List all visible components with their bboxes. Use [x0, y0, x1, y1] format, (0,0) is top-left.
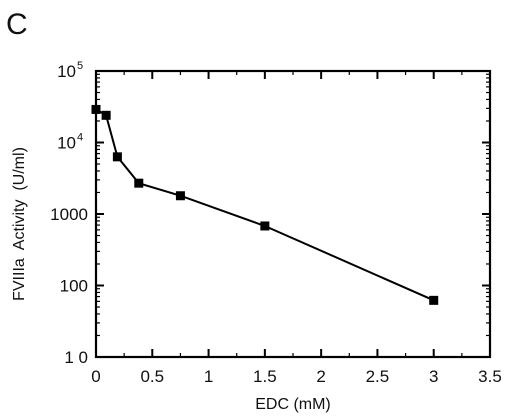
y-tick-label: 1000	[50, 205, 88, 224]
x-axis-label: EDC (mM)	[255, 396, 331, 413]
y-tick-exponent: 4	[77, 132, 83, 144]
x-tick-label: 0	[91, 367, 100, 386]
series-layer	[91, 104, 439, 305]
y-axis-label: FVIIIa Activity (U/ml)	[11, 147, 28, 301]
y-tick-label: 1 0	[64, 348, 88, 367]
x-tick-label: 2.5	[366, 367, 390, 386]
x-tick-label: 3	[429, 367, 438, 386]
x-tick-label: 3.5	[478, 367, 502, 386]
y-tick-label: 100	[60, 277, 88, 296]
data-point	[260, 221, 270, 231]
data-point	[101, 110, 111, 120]
x-tick-label: 0.5	[140, 367, 164, 386]
panel-label: C	[6, 8, 28, 41]
x-tick-label: 2	[316, 367, 325, 386]
x-axis-ticks: 0 0.5 1 1.5 2 2.5 3 3.5	[91, 71, 502, 386]
series-line	[95, 108, 435, 302]
plot-border	[94, 69, 492, 359]
x-tick-label: 1.5	[253, 367, 277, 386]
y-tick-exponent: 5	[77, 60, 83, 72]
data-point	[134, 178, 144, 188]
y-tick-label: 10	[57, 134, 76, 153]
data-point	[175, 191, 185, 201]
data-point	[112, 152, 122, 162]
data-point	[429, 295, 439, 305]
plot-frame	[94, 69, 492, 359]
data-point	[91, 104, 101, 114]
x-tick-label: 1	[204, 367, 213, 386]
y-tick-label: 10	[57, 62, 76, 81]
